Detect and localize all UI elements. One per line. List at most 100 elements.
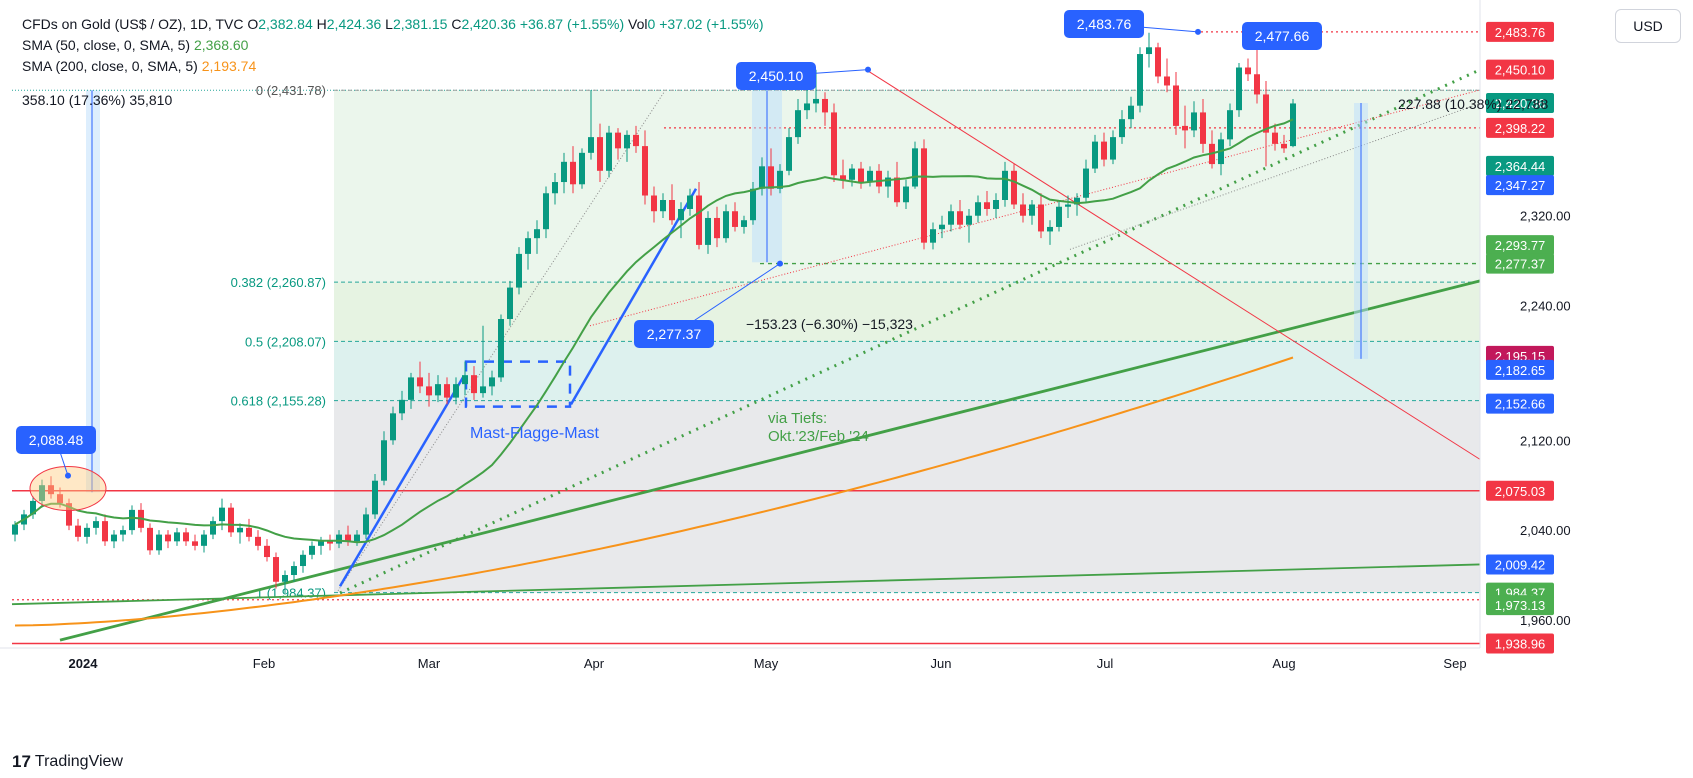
candle-body bbox=[1101, 141, 1107, 160]
x-axis-tick-label: Jul bbox=[1097, 656, 1114, 671]
candle-body bbox=[489, 377, 495, 387]
candle-body bbox=[1263, 94, 1269, 133]
candle-body bbox=[552, 182, 558, 194]
legend-vol-label: Vol bbox=[628, 16, 648, 32]
candle-body bbox=[75, 525, 81, 537]
legend-sma50-row[interactable]: SMA (50, close, 0, SMA, 5) 2,368.60 bbox=[22, 35, 764, 56]
candle-body bbox=[705, 217, 711, 245]
candle-body bbox=[534, 229, 540, 239]
candle-body bbox=[399, 399, 405, 414]
candle-body bbox=[606, 132, 612, 171]
callout-2277-box bbox=[634, 320, 714, 348]
candle-body bbox=[597, 137, 603, 171]
candle-body bbox=[318, 541, 324, 546]
mast-line-1 bbox=[338, 376, 465, 587]
candle-body bbox=[993, 200, 999, 209]
candle-body bbox=[192, 541, 198, 546]
candle-body bbox=[570, 161, 576, 185]
candle-body bbox=[561, 161, 567, 183]
price-label-box bbox=[1486, 595, 1554, 616]
legend-open-value: 2,382.84 bbox=[258, 16, 313, 32]
candle-body bbox=[39, 485, 45, 501]
legend-sma200-row[interactable]: SMA (200, close, 0, SMA, 5) 2,193.74 bbox=[22, 56, 764, 77]
candle-body bbox=[1227, 110, 1233, 140]
candle-body bbox=[66, 503, 72, 526]
candle-body bbox=[93, 521, 99, 528]
candle-body bbox=[687, 195, 693, 209]
price-label-text: 2,347.27 bbox=[1495, 178, 1546, 193]
price-label-box bbox=[1486, 359, 1554, 380]
candle-body bbox=[1245, 67, 1251, 75]
callout-2088-box bbox=[16, 426, 96, 454]
candle-body bbox=[372, 480, 378, 515]
candle-body bbox=[750, 188, 756, 221]
candle-body bbox=[30, 500, 36, 515]
tradingview-brand[interactable]: 17 TradingView bbox=[12, 752, 123, 772]
candle-body bbox=[183, 532, 189, 542]
candle-body bbox=[165, 534, 171, 542]
candle-body bbox=[633, 134, 639, 147]
price-label-text: 2,450.10 bbox=[1495, 63, 1546, 78]
measure-label-1: 358.10 (17.36%) 35,810 bbox=[22, 92, 173, 108]
fib-zone-0-382 bbox=[334, 90, 1480, 283]
trendline-down-red bbox=[865, 69, 1481, 460]
legend-vol-change: +37.02 (+1.55%) bbox=[659, 16, 764, 32]
candle-body bbox=[282, 575, 288, 582]
candle-body bbox=[1236, 67, 1242, 111]
chart-legend: CFDs on Gold (US$ / OZ), 1D, TVC O2,382.… bbox=[22, 14, 764, 77]
price-label-box bbox=[1486, 117, 1554, 138]
legend-close-value: 2,420.36 bbox=[461, 16, 516, 32]
y-axis-tick-label: 1,960.00 bbox=[1520, 613, 1571, 628]
price-label-text: 2,293.77 bbox=[1495, 238, 1546, 253]
candle-body bbox=[858, 168, 864, 183]
via-annotation-line1: via Tiefs: bbox=[768, 410, 827, 427]
candle-body bbox=[867, 170, 873, 183]
candle-body bbox=[1281, 143, 1287, 149]
price-label-text: 2,075.03 bbox=[1495, 484, 1546, 499]
currency-button[interactable]: USD bbox=[1615, 9, 1681, 43]
brand-label: TradingView bbox=[34, 753, 123, 770]
candle-body bbox=[291, 566, 297, 576]
y-axis-tick-label: 2,240.00 bbox=[1520, 299, 1571, 314]
candle-body bbox=[381, 440, 387, 481]
fib-level-label: 0 (2,431.78) bbox=[256, 83, 326, 98]
candle-body bbox=[462, 375, 468, 385]
price-label-box bbox=[1486, 59, 1554, 80]
candle-body bbox=[1146, 47, 1152, 55]
y-axis-tick-label: 2,320.00 bbox=[1520, 209, 1571, 224]
x-axis-tick-label: Aug bbox=[1272, 656, 1295, 671]
candle-body bbox=[1020, 204, 1026, 216]
candle-body bbox=[921, 148, 927, 243]
candle-body bbox=[327, 541, 333, 544]
candle-body bbox=[156, 534, 162, 551]
candle-body bbox=[777, 170, 783, 189]
price-label-text: 2,420.36 bbox=[1495, 96, 1546, 111]
candle-body bbox=[507, 287, 513, 320]
candle-body bbox=[1191, 112, 1197, 131]
candle-body bbox=[201, 534, 207, 546]
x-axis-tick-label: 2024 bbox=[69, 656, 99, 671]
candle-body bbox=[1029, 204, 1035, 216]
price-label-text: 1,973.13 bbox=[1495, 598, 1546, 613]
candle-body bbox=[741, 220, 747, 227]
candle-body bbox=[264, 545, 270, 558]
candle-body bbox=[120, 530, 126, 535]
price-label-text: 2,364.44 bbox=[1495, 159, 1546, 174]
candle-body bbox=[786, 137, 792, 171]
callout-2483-label: 2,483.76 bbox=[1077, 16, 1132, 32]
candle-body bbox=[390, 413, 396, 441]
fib-zone-5-618 bbox=[334, 341, 1480, 401]
candle-body bbox=[678, 208, 684, 221]
legend-sma50-label: SMA (50, close, 0, SMA, 5) bbox=[22, 37, 191, 53]
candle-body bbox=[1074, 197, 1080, 205]
candle-body bbox=[966, 215, 972, 225]
candle-body bbox=[255, 536, 261, 546]
measure-label-3: 227.88 (10.38%) 22,788 bbox=[1398, 96, 1549, 112]
callout-2477-label: 2,477.66 bbox=[1255, 28, 1310, 44]
candle-body bbox=[1290, 103, 1296, 147]
callout-2277-dot bbox=[777, 260, 783, 267]
x-axis-tick-label: Feb bbox=[253, 656, 275, 671]
candle-body bbox=[543, 193, 549, 230]
candle-body bbox=[426, 386, 432, 396]
